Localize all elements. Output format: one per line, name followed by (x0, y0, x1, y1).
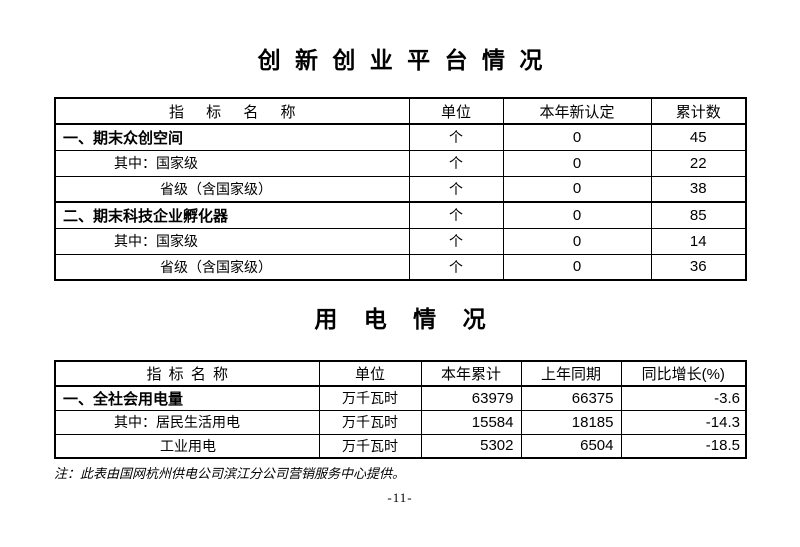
column-header-previous-year: 上年同期 (520, 360, 622, 387)
indicator-name-cell: 其中：居民生活用电 (54, 409, 320, 435)
cumulative-cell: 36 (650, 253, 747, 281)
indicator-name-cell: 一、全社会用电量 (54, 385, 320, 411)
cumulative-cell: 85 (650, 201, 747, 229)
table-row: 一、全社会用电量 万千瓦时 63979 66375 -3.6 (54, 385, 747, 411)
table-row: 其中：居民生活用电 万千瓦时 15584 18185 -14.3 (54, 409, 747, 435)
new-this-year-cell: 0 (502, 201, 652, 229)
new-this-year-cell: 0 (502, 227, 652, 255)
unit-cell: 个 (408, 149, 504, 177)
column-header-current-year: 本年累计 (420, 360, 522, 387)
indicator-name-cell: 省级（含国家级） (54, 175, 410, 203)
unit-cell: 个 (408, 123, 504, 151)
column-header-new-this-year: 本年新认定 (502, 97, 652, 125)
indicator-name-cell: 省级（含国家级） (54, 253, 410, 281)
innovation-platform-table: 指 标 名 称 单位 本年新认定 累计数 一、期末众创空间 个 0 45 其中：… (54, 97, 747, 281)
table-header-row: 指 标 名 称 单位 本年新认定 累计数 (54, 97, 747, 125)
column-header-unit: 单位 (318, 360, 422, 387)
new-this-year-cell: 0 (502, 175, 652, 203)
indicator-name-cell: 二、期末科技企业孵化器 (54, 201, 410, 229)
new-this-year-cell: 0 (502, 123, 652, 151)
column-header-unit: 单位 (408, 97, 504, 125)
column-header-cumulative: 累计数 (650, 97, 747, 125)
growth-rate-cell: -3.6 (620, 385, 747, 411)
previous-year-cell: 6504 (520, 433, 622, 459)
indicator-name-cell: 工业用电 (54, 433, 320, 459)
source-note: 注：此表由国网杭州供电公司滨江分公司营销服务中心提供。 (54, 466, 406, 481)
indicator-name-cell: 一、期末众创空间 (54, 123, 410, 151)
current-year-cell: 63979 (420, 385, 522, 411)
table-row: 一、期末众创空间 个 0 45 (54, 123, 747, 151)
unit-cell: 万千瓦时 (318, 385, 422, 411)
page-number: -11- (387, 490, 413, 505)
page-title-innovation-platforms: 创 新 创 业 平 台 情 况 (257, 47, 543, 73)
table-row: 其中：国家级 个 0 14 (54, 227, 747, 255)
cumulative-cell: 45 (650, 123, 747, 151)
current-year-cell: 15584 (420, 409, 522, 435)
growth-rate-cell: -14.3 (620, 409, 747, 435)
column-header-indicator: 指 标 名 称 (54, 97, 410, 125)
unit-cell: 个 (408, 175, 504, 203)
cumulative-cell: 14 (650, 227, 747, 255)
column-header-indicator: 指 标 名 称 (54, 360, 320, 387)
table-row: 其中：国家级 个 0 22 (54, 149, 747, 177)
column-header-growth: 同比增长(%) (620, 360, 747, 387)
previous-year-cell: 18185 (520, 409, 622, 435)
growth-rate-cell: -18.5 (620, 433, 747, 459)
cumulative-cell: 22 (650, 149, 747, 177)
page-title-electricity-usage: 用 电 情 况 (314, 306, 486, 332)
unit-cell: 个 (408, 227, 504, 255)
unit-cell: 个 (408, 201, 504, 229)
unit-cell: 万千瓦时 (318, 409, 422, 435)
indicator-name-cell: 其中：国家级 (54, 149, 410, 177)
cumulative-cell: 38 (650, 175, 747, 203)
indicator-name-cell: 其中：国家级 (54, 227, 410, 255)
table-row: 省级（含国家级） 个 0 36 (54, 253, 747, 281)
new-this-year-cell: 0 (502, 149, 652, 177)
current-year-cell: 5302 (420, 433, 522, 459)
table-row: 工业用电 万千瓦时 5302 6504 -18.5 (54, 433, 747, 459)
previous-year-cell: 66375 (520, 385, 622, 411)
unit-cell: 个 (408, 253, 504, 281)
new-this-year-cell: 0 (502, 253, 652, 281)
table-row: 二、期末科技企业孵化器 个 0 85 (54, 201, 747, 229)
electricity-usage-table: 指 标 名 称 单位 本年累计 上年同期 同比增长(%) 一、全社会用电量 万千… (54, 360, 747, 459)
unit-cell: 万千瓦时 (318, 433, 422, 459)
table-header-row: 指 标 名 称 单位 本年累计 上年同期 同比增长(%) (54, 360, 747, 387)
table-row: 省级（含国家级） 个 0 38 (54, 175, 747, 203)
